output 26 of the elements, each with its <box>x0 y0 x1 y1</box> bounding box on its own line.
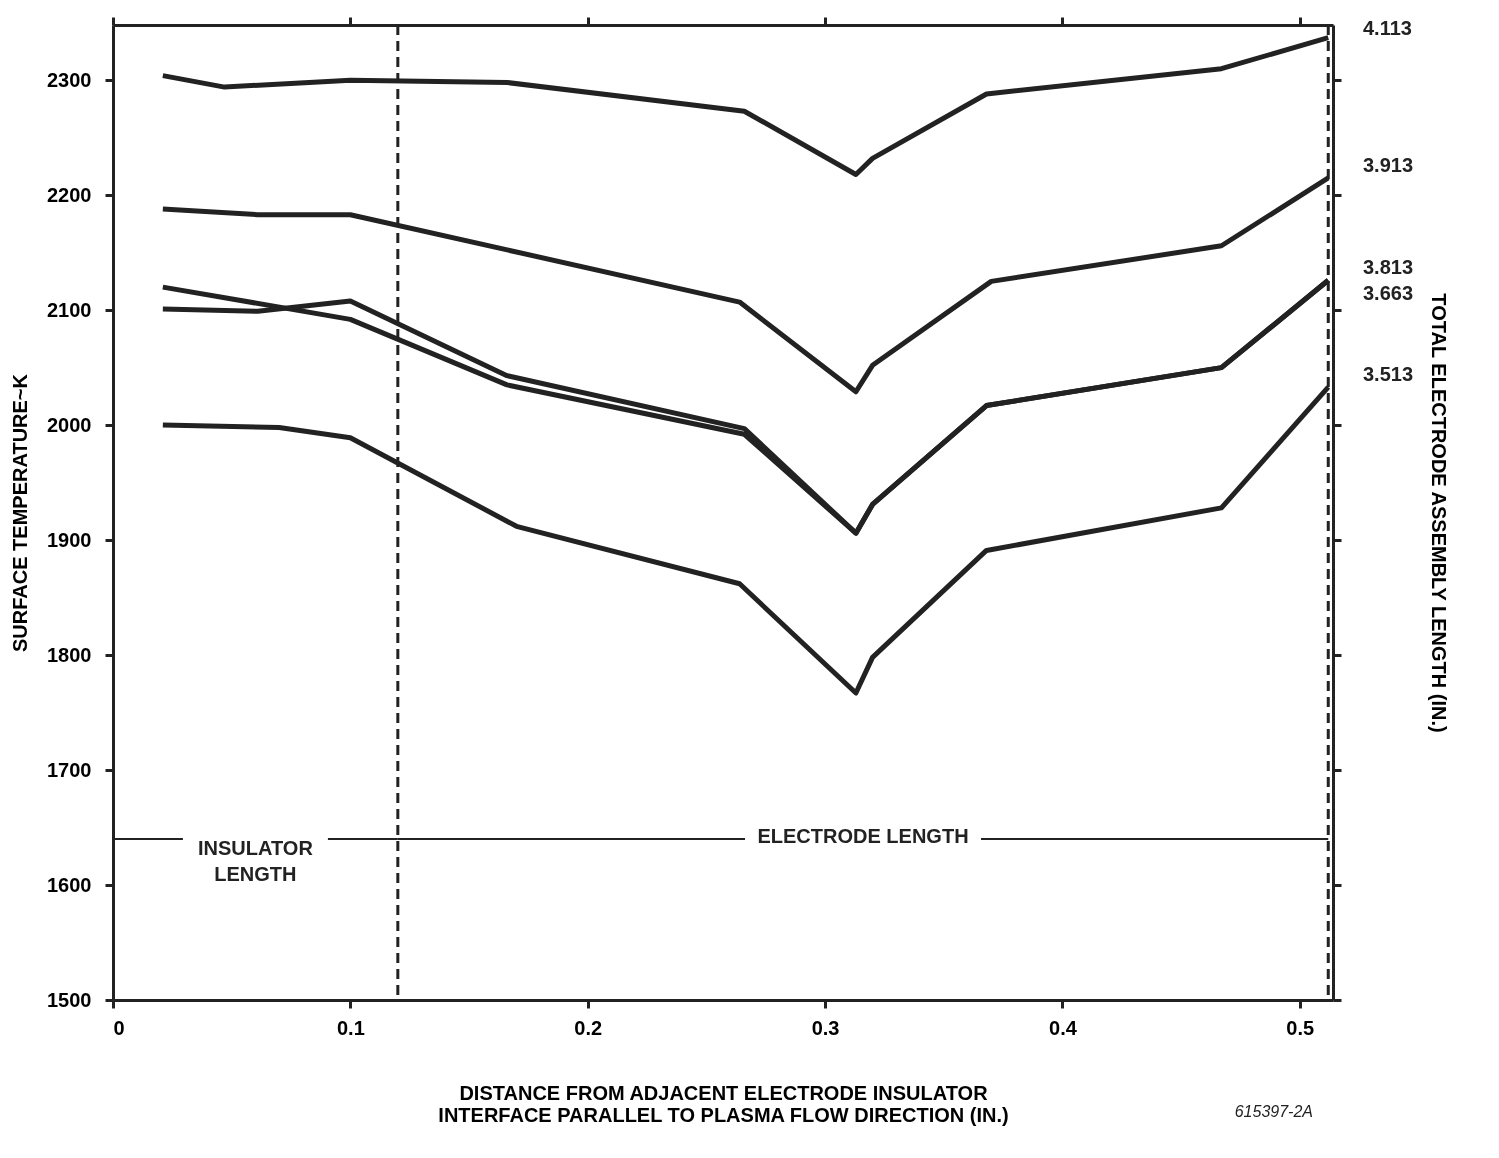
y-tick-label: 2100 <box>47 298 92 321</box>
series-label: 3.663 <box>1363 282 1414 305</box>
y-tick-label: 1600 <box>47 873 92 896</box>
series-label: 3.913 <box>1363 153 1414 176</box>
y-tick-label: 1800 <box>47 643 92 666</box>
y2-axis-title: TOTAL ELECTRODE ASSEMBLY LENGTH (IN.) <box>1428 293 1450 733</box>
y-tick-label: 2000 <box>47 413 92 436</box>
x-tick-label: 0.5 <box>1286 1016 1315 1039</box>
series-label: 3.513 <box>1363 363 1414 386</box>
y-tick-label: 1700 <box>47 758 92 781</box>
x-tick-label: 0.3 <box>811 1016 840 1039</box>
text: 615397-2A <box>1234 1103 1313 1120</box>
annotation: ELECTRODE LENGTH <box>757 825 969 848</box>
x-tick-label: 0.4 <box>1049 1016 1078 1039</box>
y-tick-label: 1900 <box>47 528 92 551</box>
y-tick-label: 1500 <box>47 988 92 1011</box>
y-tick-label: 2300 <box>47 68 92 91</box>
y-axis-title: SURFACE TEMPERATURE~K <box>9 373 32 652</box>
y-tick-label: 2200 <box>47 183 92 206</box>
x-tick-label: 0.2 <box>574 1016 603 1039</box>
series-label: 4.113 <box>1363 17 1412 39</box>
x-tick-label: 0 <box>113 1016 125 1039</box>
series-label: 3.813 <box>1363 256 1414 279</box>
x-axis-title: DISTANCE FROM ADJACENT ELECTRODE INSULATOR INTERFACE PARALLEL TO PLASMA FLOW DIRECTION (IN.) <box>438 1081 1009 1126</box>
x-tick-label: 0.1 <box>336 1016 365 1039</box>
annotation: INSULATOR LENGTH <box>198 837 314 886</box>
